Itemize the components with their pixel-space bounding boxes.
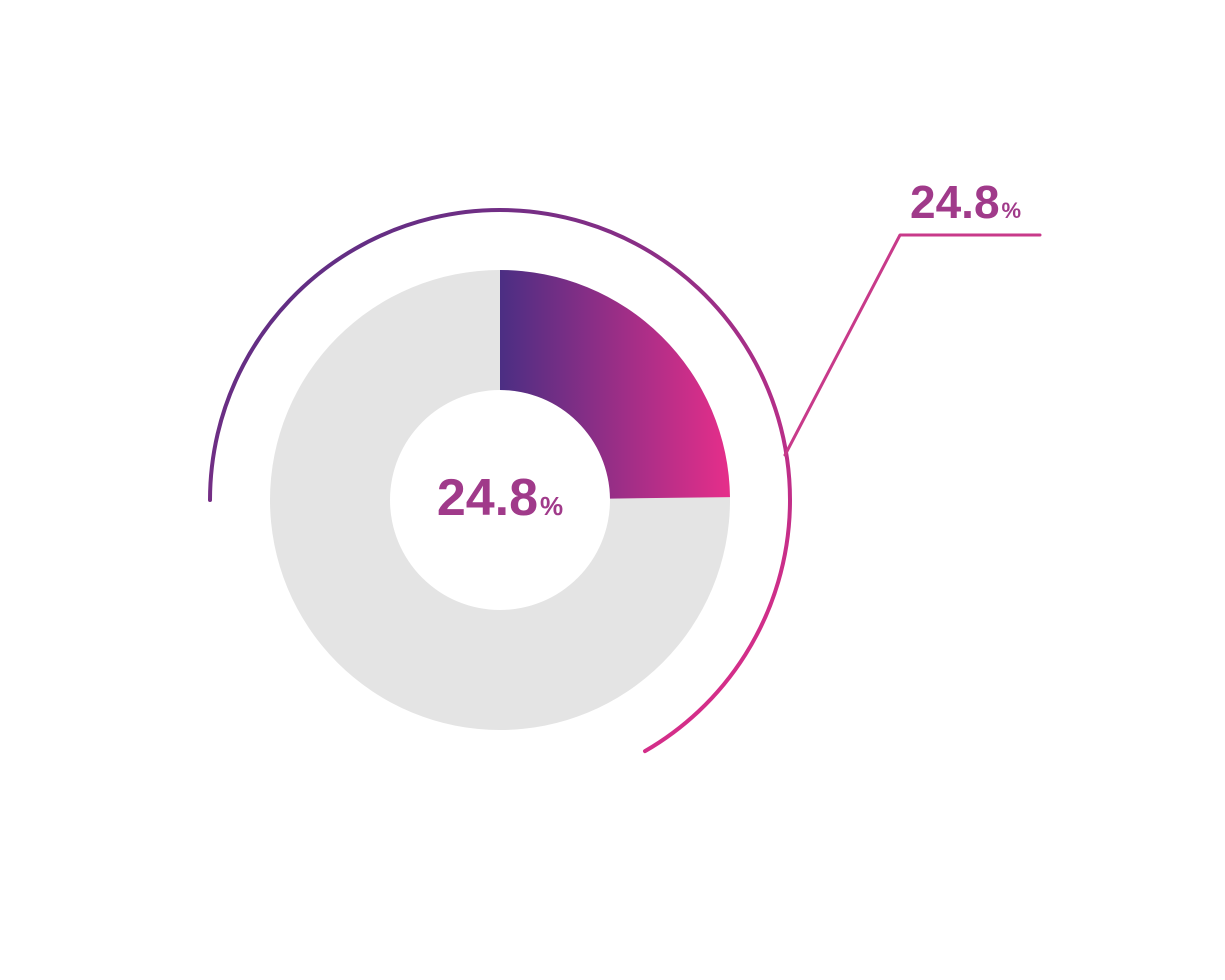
center-percentage-value: 24.8: [437, 468, 538, 528]
center-percentage-symbol: %: [540, 491, 563, 522]
callout-leader-line: [785, 235, 1040, 455]
center-percentage-label: 24.8 %: [390, 468, 610, 528]
callout-percentage-symbol: %: [1002, 198, 1022, 224]
chart-stage: 24.8 % 24.8 %: [0, 0, 1225, 980]
donut-chart-svg: [0, 0, 1225, 980]
callout-percentage-value: 24.8: [910, 175, 1000, 229]
callout-percentage-label: 24.8 %: [910, 175, 1021, 229]
